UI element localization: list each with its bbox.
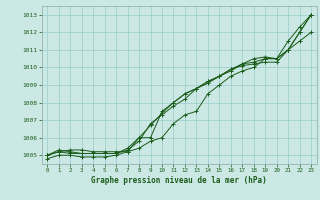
X-axis label: Graphe pression niveau de la mer (hPa): Graphe pression niveau de la mer (hPa)	[91, 176, 267, 185]
